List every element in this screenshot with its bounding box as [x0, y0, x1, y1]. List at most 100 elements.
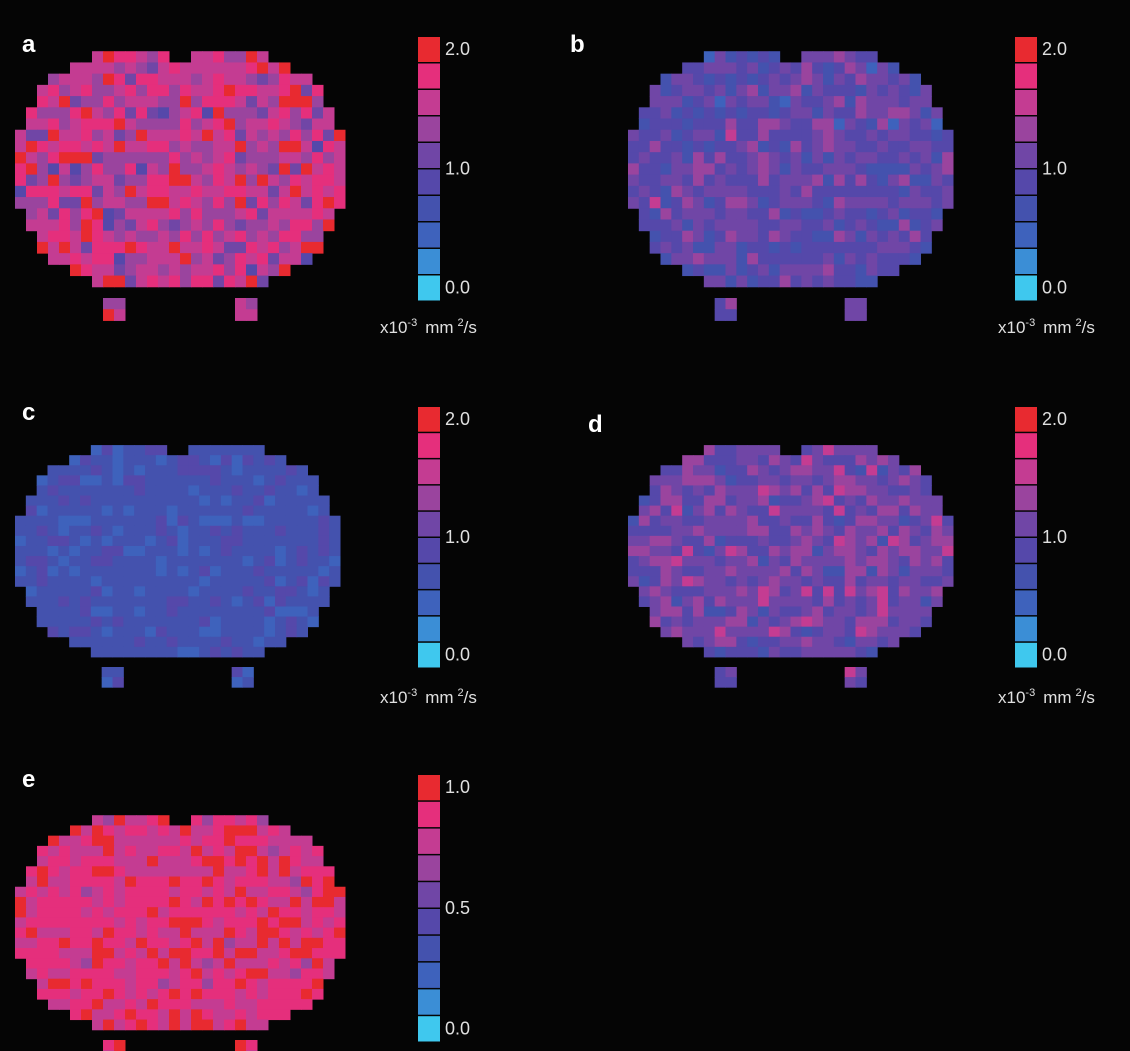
pixel	[246, 253, 258, 265]
pixel	[312, 242, 324, 254]
pixel	[81, 958, 93, 969]
pixel	[224, 887, 236, 898]
pixel	[726, 445, 737, 456]
pixel	[156, 536, 167, 547]
pixel	[15, 175, 27, 187]
pixel	[780, 586, 791, 597]
pixel	[715, 186, 726, 198]
pixel	[268, 866, 280, 877]
pixel	[92, 197, 104, 209]
pixel	[37, 617, 48, 628]
pixel	[246, 74, 258, 86]
pixel	[726, 485, 737, 496]
pixel	[102, 536, 113, 547]
pixel	[147, 74, 159, 86]
pixel	[268, 175, 280, 187]
pixel	[661, 556, 672, 567]
colorbar-segment	[418, 37, 440, 62]
pixel	[866, 637, 877, 648]
pixel	[180, 928, 192, 939]
pixel	[308, 566, 319, 577]
pixel	[736, 485, 747, 496]
pixel	[191, 186, 203, 198]
pixel	[942, 197, 953, 209]
pixel	[791, 141, 802, 153]
pixel	[145, 516, 156, 527]
pixel	[114, 989, 126, 1000]
pixel	[899, 546, 910, 557]
pixel	[899, 119, 910, 131]
pixel	[866, 496, 877, 507]
pixel	[221, 627, 232, 638]
pixel	[801, 566, 812, 577]
pixel	[329, 546, 340, 557]
pixel	[823, 119, 834, 131]
pixel	[114, 51, 126, 63]
pixel	[268, 130, 280, 142]
pixel	[791, 627, 802, 638]
pixel	[37, 887, 49, 898]
pixel	[323, 968, 335, 979]
pixel	[704, 253, 715, 265]
pixel	[268, 152, 280, 164]
pixel	[921, 566, 932, 577]
pixel	[910, 506, 921, 517]
pixel	[758, 119, 769, 131]
pixel	[628, 576, 639, 587]
pixel	[628, 152, 639, 164]
pixel	[91, 647, 102, 658]
pixel	[791, 637, 802, 648]
pixel	[134, 516, 145, 527]
pixel	[279, 897, 291, 908]
pixel	[910, 496, 921, 507]
pixel	[780, 85, 791, 97]
pixel	[268, 74, 280, 86]
pixel	[80, 556, 91, 567]
pixel	[15, 152, 27, 164]
pixel	[113, 455, 124, 466]
pixel	[125, 979, 137, 990]
pixel	[202, 815, 214, 826]
pixel	[639, 197, 650, 209]
pixel	[736, 276, 747, 288]
pixel	[136, 989, 148, 1000]
pixel	[191, 85, 203, 97]
pixel	[221, 536, 232, 547]
pixel	[246, 309, 258, 321]
pixel	[191, 846, 203, 857]
pixel	[931, 219, 942, 231]
pixel	[290, 887, 302, 898]
pixel	[48, 485, 59, 496]
pixel	[736, 107, 747, 119]
pixel	[188, 506, 199, 517]
pixel	[210, 596, 221, 607]
pixel	[308, 606, 319, 617]
pixel	[246, 219, 258, 231]
pixel	[15, 556, 26, 567]
pixel	[780, 516, 791, 527]
pixel	[235, 231, 247, 243]
pixel	[167, 576, 178, 587]
pixel	[147, 197, 159, 209]
pixel	[169, 141, 181, 153]
pixel	[264, 546, 275, 557]
pixel	[279, 856, 291, 867]
pixel	[188, 536, 199, 547]
pixel	[323, 887, 335, 898]
pixel	[334, 917, 346, 928]
pixel	[736, 74, 747, 86]
pixel	[37, 96, 49, 108]
pixel	[191, 253, 203, 265]
pixel	[246, 96, 258, 108]
pixel	[158, 219, 170, 231]
pixel	[257, 141, 269, 153]
pixel	[180, 897, 192, 908]
pixel	[37, 989, 49, 1000]
pixel	[279, 264, 291, 276]
pixel	[888, 119, 899, 131]
pixel	[158, 130, 170, 142]
pixel	[834, 141, 845, 153]
pixel	[323, 866, 335, 877]
pixel	[136, 979, 148, 990]
unit-part: mm	[1043, 318, 1071, 337]
